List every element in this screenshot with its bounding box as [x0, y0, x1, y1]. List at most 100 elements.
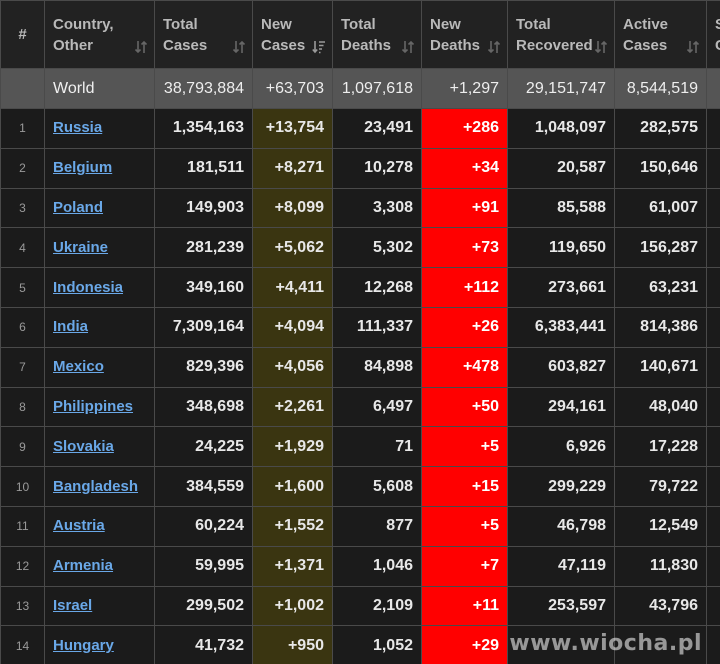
- total-deaths-cell: 2,109: [332, 585, 422, 627]
- header-partial-column[interactable]: S C: [706, 0, 720, 69]
- sort-arrows-icon[interactable]: [401, 40, 415, 54]
- header-total-cases[interactable]: Total Cases: [154, 0, 253, 69]
- sort-desc-icon[interactable]: [312, 40, 326, 54]
- world-row: World 38,793,884 +63,703 1,097,618 +1,29…: [0, 68, 720, 109]
- table-row: 6 India 7,309,164 +4,094 111,337 +26 6,383,441…: [0, 306, 720, 348]
- country-link[interactable]: Indonesia: [53, 278, 124, 296]
- total-deaths-cell: 5,302: [332, 227, 422, 269]
- header-new-cases[interactable]: New Cases: [252, 0, 333, 69]
- partial-cell: [706, 187, 720, 229]
- table-row: 7 Mexico 829,396 +4,056 84,898 +478 603,827 140…: [0, 346, 720, 388]
- header-active-cases[interactable]: Active Cases: [614, 0, 707, 69]
- total-cases-cell: 299,502: [154, 585, 253, 627]
- row-index: 12: [0, 545, 45, 587]
- new-deaths-cell: +15: [421, 466, 508, 507]
- partial-cell: [706, 227, 720, 269]
- table-row: 4 Ukraine 281,239 +5,062 5,302 +73 119,650 156,…: [0, 227, 720, 269]
- sort-arrows-icon[interactable]: [232, 40, 246, 54]
- new-deaths-cell: +34: [421, 147, 508, 189]
- world-new-cases: +63,703: [252, 68, 333, 109]
- sort-arrows-icon[interactable]: [686, 40, 700, 54]
- header-total-deaths[interactable]: Total Deaths: [332, 0, 422, 69]
- sort-arrows-icon[interactable]: [594, 40, 608, 54]
- country-link[interactable]: Ukraine: [53, 238, 109, 256]
- sort-arrows-icon[interactable]: [487, 40, 501, 54]
- country-link[interactable]: Bangladesh: [53, 477, 139, 495]
- country-link[interactable]: Israel: [53, 596, 93, 614]
- new-cases-cell: +1,002: [252, 585, 333, 627]
- new-cases-cell: +1,371: [252, 545, 333, 587]
- row-index: 9: [0, 426, 45, 468]
- header-new-cases-line2: Cases: [261, 36, 306, 54]
- table-row: 12 Armenia 59,995 +1,371 1,046 +7 47,119 11,830: [0, 545, 720, 587]
- country-link[interactable]: Slovakia: [53, 437, 114, 455]
- partial-cell: [706, 346, 720, 388]
- row-index: 5: [0, 267, 45, 308]
- world-partial-cell: [706, 68, 720, 109]
- row-index: 10: [0, 466, 45, 507]
- sort-arrows-icon[interactable]: [134, 40, 148, 54]
- total-cases-cell: 281,239: [154, 227, 253, 269]
- world-total-deaths: 1,097,618: [332, 68, 422, 109]
- table-body: World 38,793,884 +63,703 1,097,618 +1,29…: [0, 68, 720, 664]
- country-link[interactable]: Austria: [53, 517, 105, 535]
- header-country[interactable]: Country, Other: [44, 0, 155, 69]
- partial-cell: [706, 426, 720, 468]
- country-cell: Indonesia: [44, 267, 155, 308]
- header-total-recovered[interactable]: Total Recovered: [507, 0, 615, 69]
- active-cases-cell: 814,386: [614, 306, 707, 348]
- active-cases-cell: 43,796: [614, 585, 707, 627]
- country-cell: Austria: [44, 505, 155, 547]
- header-partial-line1: S: [715, 14, 720, 35]
- country-link[interactable]: Poland: [53, 198, 104, 216]
- row-index: 1: [0, 108, 45, 149]
- total-recovered-cell: [507, 625, 615, 664]
- total-cases-cell: 181,511: [154, 147, 253, 189]
- table-row: 3 Poland 149,903 +8,099 3,308 +91 85,588 61,007: [0, 187, 720, 229]
- total-cases-cell: 24,225: [154, 426, 253, 468]
- country-link[interactable]: Hungary: [53, 636, 114, 654]
- new-cases-cell: +4,094: [252, 306, 333, 348]
- active-cases-cell: 79,722: [614, 466, 707, 507]
- new-deaths-cell: +73: [421, 227, 508, 269]
- country-cell: Belgium: [44, 147, 155, 189]
- total-recovered-cell: 603,827: [507, 346, 615, 388]
- active-cases-cell: 48,040: [614, 386, 707, 428]
- partial-cell: [706, 545, 720, 587]
- country-cell: Slovakia: [44, 426, 155, 468]
- partial-cell: [706, 505, 720, 547]
- header-total-cases-line1: Total: [163, 15, 198, 33]
- new-cases-cell: +1,552: [252, 505, 333, 547]
- new-cases-cell: +1,600: [252, 466, 333, 507]
- total-recovered-cell: 46,798: [507, 505, 615, 547]
- table-row: 13 Israel 299,502 +1,002 2,109 +11 253,597 43,7…: [0, 585, 720, 627]
- header-total-recovered-line2: Recovered: [516, 36, 593, 54]
- table-row: 2 Belgium 181,511 +8,271 10,278 +34 20,587 150,…: [0, 147, 720, 189]
- header-new-deaths[interactable]: New Deaths: [421, 0, 508, 69]
- header-num[interactable]: #: [0, 0, 45, 69]
- country-link[interactable]: Mexico: [53, 358, 104, 376]
- header-country-line1: Country,: [53, 15, 114, 33]
- country-link[interactable]: Russia: [53, 119, 103, 137]
- total-recovered-cell: 20,587: [507, 147, 615, 189]
- partial-cell: [706, 466, 720, 507]
- world-country: World: [44, 68, 155, 109]
- active-cases-cell: 140,671: [614, 346, 707, 388]
- row-index: 13: [0, 585, 45, 627]
- country-cell: Poland: [44, 187, 155, 229]
- watermark: www.wiocha.pl: [509, 631, 702, 656]
- table-header-row: # Country, Other Total Cases New Cases: [0, 0, 720, 69]
- new-cases-cell: +13,754: [252, 108, 333, 149]
- country-link[interactable]: Armenia: [53, 557, 114, 575]
- country-link[interactable]: Philippines: [53, 397, 134, 415]
- country-link[interactable]: Belgium: [53, 159, 113, 177]
- country-link[interactable]: India: [53, 318, 89, 336]
- total-recovered-cell: 299,229: [507, 466, 615, 507]
- partial-cell: [706, 625, 720, 664]
- active-cases-cell: 11,830: [614, 545, 707, 587]
- partial-cell: [706, 108, 720, 149]
- total-deaths-cell: 12,268: [332, 267, 422, 308]
- country-cell: Mexico: [44, 346, 155, 388]
- new-cases-cell: +4,411: [252, 267, 333, 308]
